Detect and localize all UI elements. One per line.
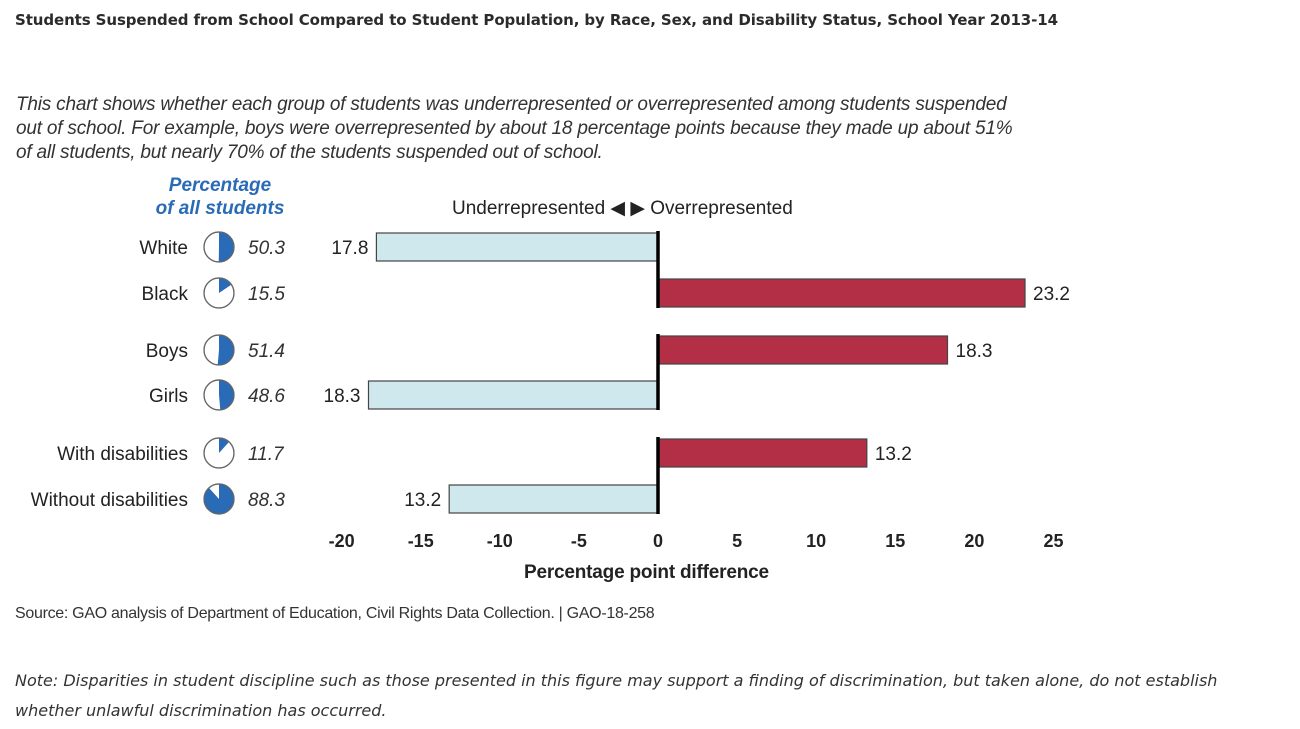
value-label-white: 17.8: [331, 238, 368, 259]
value-label-without-disabilities: 13.2: [404, 490, 441, 511]
value-label-boys: 18.3: [956, 341, 993, 362]
pie-border-boys: [203, 334, 235, 366]
percent-label-black: 15.5: [248, 284, 285, 305]
pie-slice-white: [218, 232, 234, 262]
pie-border-girls: [203, 379, 235, 411]
bar-without-disabilities: [448, 484, 659, 514]
value-label-black: 23.2: [1033, 284, 1070, 305]
category-label-white: White: [139, 238, 188, 259]
source-note: Source: GAO analysis of Department of Ed…: [15, 605, 655, 622]
category-label-without-disabilities: Without disabilities: [31, 490, 188, 511]
x-tick-label: 15: [885, 531, 905, 551]
pie-border-without-disabilities: [203, 483, 235, 515]
percentage-header-line2: of all students: [155, 198, 285, 219]
x-tick-label: -5: [571, 531, 587, 551]
percentage-header: Percentage of all students: [140, 174, 300, 220]
category-label-black: Black: [142, 284, 189, 305]
bar-with-disabilities: [657, 438, 868, 468]
direction-header: Underrepresented ◀ ▶ Overrepresented: [452, 198, 793, 219]
x-tick-label: 20: [964, 531, 984, 551]
x-tick-label: -10: [487, 531, 513, 551]
category-label-boys: Boys: [146, 341, 188, 362]
pie-border-black: [203, 277, 235, 309]
bar-white: [375, 232, 659, 262]
x-tick-label: -20: [329, 531, 355, 551]
x-tick-label: -15: [408, 531, 434, 551]
x-tick-label: 10: [806, 531, 826, 551]
x-tick-label: 5: [732, 531, 742, 551]
bar-black: [657, 278, 1026, 308]
percent-label-girls: 48.6: [248, 386, 285, 407]
pie-slice-without-disabilities: [203, 484, 234, 514]
percentage-header-line1: Percentage: [168, 175, 272, 196]
value-label-girls: 18.3: [324, 386, 361, 407]
bar-girls: [367, 380, 659, 410]
bar-boys: [657, 335, 949, 365]
footnote: Note: Disparities in student discipline …: [15, 671, 1218, 720]
pie-slice-boys: [217, 335, 234, 365]
percent-label-without-disabilities: 88.3: [248, 490, 285, 511]
chart-description: This chart shows whether each group of s…: [16, 94, 1013, 163]
x-tick-label: 25: [1043, 531, 1063, 551]
pie-slice-with-disabilities: [219, 438, 230, 453]
percent-label-with-disabilities: 11.7: [248, 444, 285, 465]
percent-label-boys: 51.4: [248, 341, 285, 362]
percent-label-white: 50.3: [248, 238, 285, 259]
x-tick-label: 0: [653, 531, 663, 551]
category-label-girls: Girls: [149, 386, 188, 407]
pie-slice-girls: [219, 380, 235, 410]
value-label-with-disabilities: 13.2: [875, 444, 912, 465]
x-axis-label: Percentage point difference: [524, 562, 769, 583]
chart-title: Students Suspended from School Compared …: [15, 11, 1058, 29]
pie-border-with-disabilities: [203, 437, 235, 469]
category-label-with-disabilities: With disabilities: [57, 444, 188, 465]
pie-border-white: [203, 231, 235, 263]
